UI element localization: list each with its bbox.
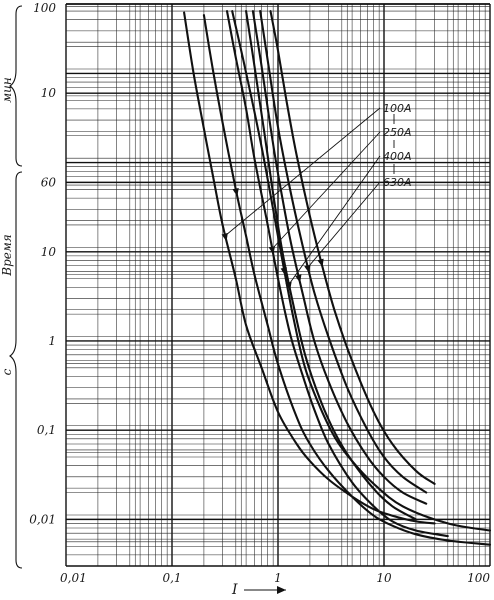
legend-label-400a: 400A [383,150,412,163]
leader-line-630a [307,181,381,268]
x-tick-label: 0,1 [162,571,181,585]
y-axis-title: Время [0,234,14,277]
unit-sec-label: с [0,368,14,375]
legend: 100A 250A 400A 630A [383,102,412,189]
y-tick-label-min: 10 [41,86,57,100]
series-arrow-100a [232,187,239,197]
series-arrow-630a [304,264,311,274]
y-tick-label-sec: 1 [48,334,56,348]
x-tick-label: 0,01 [60,571,87,585]
unit-min-brace [9,5,23,167]
leader-line-100a [224,107,381,237]
legend-leaders [224,107,395,285]
series-line-250a [231,10,492,532]
y-tick-label-min: 100 [33,1,56,15]
x-tick-label: 10 [376,571,392,585]
leader-line-250a [271,131,381,250]
legend-label-250a: 250A [383,126,412,139]
curves [183,10,492,546]
y-tick-label-sec: 0,1 [37,423,56,437]
series-arrow-630a [317,258,324,268]
series-arrow-250a [268,246,276,255]
series-line-100a [202,14,492,546]
y-tick-label-sec: 0,01 [29,512,56,526]
grid [65,3,491,567]
legend-label-630a: 630A [383,176,412,189]
x-tick-label: 100 [467,571,490,585]
x-tick-label: 1 [274,571,282,585]
y-tick-label-sec: 10 [41,245,57,259]
y-axis-annotation: мин Время с [0,5,23,569]
series-line-400a [251,10,428,505]
unit-min-label: мин [0,77,14,103]
x-axis-title: I [231,582,286,598]
leader-line-400a [288,155,381,285]
series-line-630a [269,10,436,485]
x-axis-arrow-head [277,586,286,594]
y-tick-label-sec: 60 [41,175,57,189]
x-tick-labels: 0,01 0,1 1 10 100 [60,571,490,585]
unit-sec-brace [9,171,23,569]
series-arrow-400a [285,281,292,291]
series-line-630a [259,10,428,494]
legend-label-100a: 100A [383,102,412,115]
series-line-400a [245,10,417,521]
x-axis-label: I [231,582,238,598]
series-line-250a [225,10,449,538]
series-arrow-400a [295,274,302,284]
